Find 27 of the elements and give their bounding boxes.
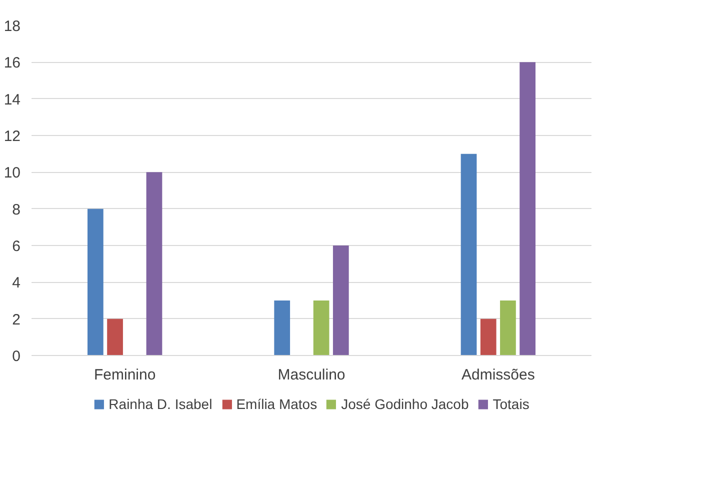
x-tick-label: Masculino [278, 366, 346, 384]
x-tick-label: Feminino [94, 366, 156, 384]
bar [500, 300, 516, 356]
legend-label: Emília Matos [236, 396, 318, 412]
y-tick-label: 0 [12, 348, 20, 365]
bar [520, 62, 536, 356]
bar [107, 318, 123, 356]
bar [274, 300, 290, 356]
y-tick-label: 8 [12, 201, 20, 218]
x-tick-label: Admissões [461, 366, 535, 384]
y-tick-label: 14 [4, 91, 21, 108]
y-tick-label: 18 [4, 18, 21, 35]
legend-label: Totais [492, 396, 530, 412]
y-tick-label: 16 [4, 54, 21, 72]
y-tick-label: 6 [12, 238, 20, 255]
bar [146, 172, 162, 356]
bar [313, 300, 330, 356]
legend-label: Rainha D. Isabel [108, 396, 212, 412]
y-tick-label: 10 [4, 164, 21, 182]
bar [480, 318, 496, 356]
y-tick-label: 4 [12, 274, 20, 292]
bar [332, 246, 349, 356]
legend-label: José Godinho Jacob [341, 396, 469, 412]
bar [88, 208, 104, 356]
y-tick-label: 12 [4, 128, 21, 145]
y-tick-label: 2 [12, 311, 20, 328]
bar [460, 154, 477, 356]
